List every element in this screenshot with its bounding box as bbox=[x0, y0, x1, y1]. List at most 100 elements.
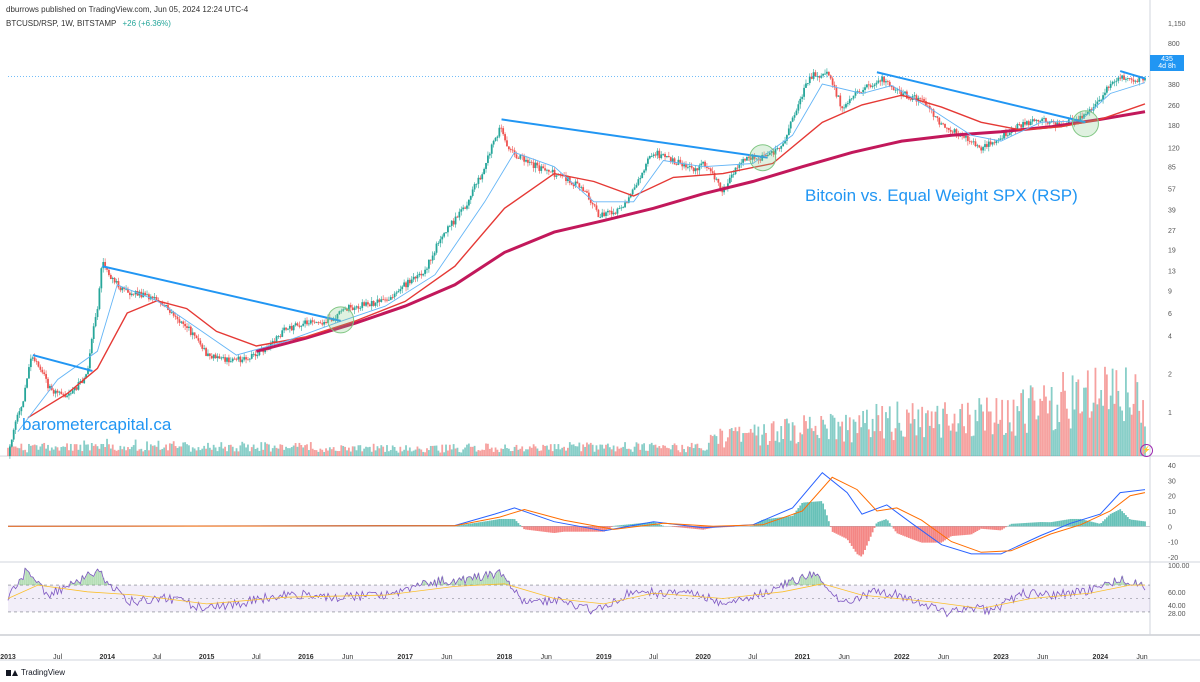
volume-bar bbox=[174, 446, 177, 456]
volume-bar bbox=[334, 450, 337, 456]
macd-hist-bar bbox=[456, 525, 459, 527]
volume-bar bbox=[492, 451, 495, 456]
macd-hist-bar bbox=[824, 509, 826, 527]
rsi-overbought-fill bbox=[83, 579, 86, 586]
rsi-overbought-fill bbox=[1117, 582, 1120, 586]
volume-bar bbox=[1033, 400, 1036, 456]
price-tick-label: 13 bbox=[1168, 268, 1176, 275]
macd-hist-bar bbox=[816, 501, 819, 527]
volume-bar bbox=[235, 448, 238, 456]
moving-average-line bbox=[17, 82, 1146, 432]
candle-body bbox=[527, 159, 529, 163]
volume-bar bbox=[1094, 367, 1097, 456]
volume-bar bbox=[108, 444, 110, 456]
footer-logo[interactable]: TradingView bbox=[6, 668, 65, 677]
macd-hist-bar bbox=[980, 526, 983, 529]
macd-hist-bar bbox=[1125, 515, 1127, 527]
rsi-overbought-fill bbox=[504, 577, 507, 586]
candle-body bbox=[178, 319, 181, 323]
volume-bar bbox=[393, 446, 396, 456]
candle-body bbox=[229, 361, 232, 363]
volume-bar bbox=[637, 443, 640, 456]
macd-hist-bar bbox=[1096, 523, 1099, 527]
volume-bar bbox=[191, 447, 194, 456]
volume-bar bbox=[264, 442, 267, 456]
volume-bar bbox=[351, 446, 354, 456]
volume-bar bbox=[654, 444, 657, 456]
candle-body bbox=[805, 83, 807, 88]
volume-bar bbox=[707, 442, 710, 456]
candle-body bbox=[60, 391, 63, 395]
volume-bar bbox=[441, 444, 444, 456]
volume-bar bbox=[1067, 418, 1070, 456]
candle-body bbox=[881, 76, 884, 82]
volume-bar bbox=[1128, 407, 1131, 456]
candle-body bbox=[319, 322, 322, 324]
volume-bar bbox=[698, 448, 701, 456]
volume-bar bbox=[1027, 398, 1030, 456]
candle-body bbox=[228, 357, 230, 363]
candle-body bbox=[946, 127, 948, 129]
volume-bar bbox=[795, 443, 798, 456]
volume-bar bbox=[426, 448, 428, 456]
volume-bar bbox=[507, 448, 510, 456]
volume-bar bbox=[1025, 432, 1028, 456]
bolt-icon[interactable]: ⚡ bbox=[1140, 444, 1153, 457]
rsi-overbought-fill bbox=[450, 582, 453, 586]
volume-series bbox=[7, 366, 1146, 456]
candle-body bbox=[669, 157, 672, 162]
volume-bar bbox=[475, 451, 478, 456]
time-tick-label: Jun bbox=[838, 654, 849, 661]
rsi-overbought-fill bbox=[1105, 582, 1109, 586]
candle-body bbox=[965, 136, 967, 138]
rsi-overbought-fill bbox=[799, 576, 802, 586]
candle-body bbox=[22, 401, 25, 408]
time-tick-label: Jul bbox=[152, 654, 161, 661]
volume-bar bbox=[953, 413, 956, 456]
volume-bar bbox=[599, 444, 602, 456]
candle-body bbox=[765, 154, 767, 157]
macd-hist-bar bbox=[911, 526, 914, 540]
volume-bar bbox=[422, 451, 425, 456]
macd-hist-bar bbox=[799, 505, 802, 527]
volume-bar bbox=[570, 444, 573, 456]
volume-bar bbox=[915, 435, 918, 456]
candle-body bbox=[963, 136, 965, 138]
volume-bar bbox=[650, 442, 653, 456]
macd-hist-bar bbox=[856, 526, 859, 555]
macd-hist-bar bbox=[519, 525, 522, 527]
rsi-tick-label: 28.00 bbox=[1168, 611, 1186, 618]
volume-bar bbox=[197, 447, 200, 456]
candle-body bbox=[1100, 99, 1103, 101]
volume-bar bbox=[490, 447, 493, 456]
volume-bar bbox=[1098, 398, 1101, 456]
rsi-overbought-fill bbox=[467, 576, 471, 586]
candle-body bbox=[212, 354, 215, 359]
price-tick-label: 2 bbox=[1168, 372, 1172, 379]
volume-bar bbox=[641, 444, 644, 456]
candle-body bbox=[1111, 81, 1114, 84]
candle-body bbox=[464, 207, 466, 209]
macd-hist-bar bbox=[875, 523, 878, 527]
volume-bar bbox=[818, 438, 821, 456]
rsi-overbought-fill bbox=[820, 581, 823, 586]
volume-bar bbox=[877, 415, 880, 456]
rsi-overbought-fill bbox=[1115, 582, 1118, 586]
candle-body bbox=[995, 140, 998, 144]
volume-bar bbox=[968, 414, 971, 456]
macd-hist-bar bbox=[1115, 511, 1118, 527]
volume-bar bbox=[281, 444, 284, 456]
macd-signal-line bbox=[7, 476, 1146, 553]
candle-body bbox=[866, 84, 868, 88]
candle-body bbox=[1117, 77, 1120, 81]
volume-bar bbox=[494, 447, 497, 456]
candle-body bbox=[837, 95, 840, 97]
time-tick-label: 2023 bbox=[993, 654, 1009, 661]
volume-bar bbox=[199, 450, 202, 456]
macd-hist-bar bbox=[622, 524, 625, 527]
volume-bar bbox=[60, 447, 63, 456]
candle-body bbox=[104, 262, 107, 268]
candle-body bbox=[582, 187, 585, 192]
macd-hist-bar bbox=[1054, 521, 1057, 527]
volume-bar bbox=[155, 446, 158, 456]
